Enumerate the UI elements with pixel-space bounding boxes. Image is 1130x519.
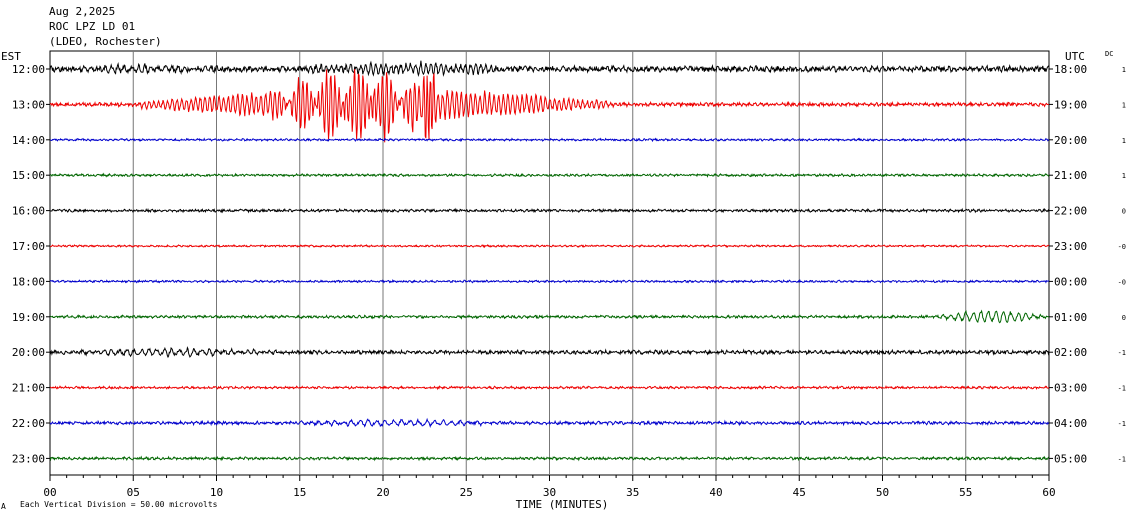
x-tick-label: 20	[376, 486, 389, 499]
dc-offset-value: -0	[1118, 243, 1126, 251]
dc-offset-value: -1	[1118, 349, 1126, 357]
footer-scale-note: Each Vertical Division = 50.00 microvolt…	[20, 500, 218, 509]
trace-line	[49, 346, 1050, 359]
utc-hour-label: 22:00	[1054, 205, 1087, 218]
x-tick-label: 50	[876, 486, 889, 499]
x-tick-label: 40	[709, 486, 722, 499]
grid	[49, 50, 1050, 476]
trace-line	[49, 309, 1050, 324]
trace-line	[49, 137, 1050, 143]
utc-hour-label: 04:00	[1054, 417, 1087, 430]
dc-label: DC	[1105, 50, 1113, 58]
est-hour-label: 22:00	[12, 417, 45, 430]
trace-line	[49, 417, 1050, 429]
x-tick-label: 60	[1042, 486, 1055, 499]
utc-hour-label: 23:00	[1054, 240, 1087, 253]
est-hour-label: 15:00	[12, 169, 45, 182]
trace-line	[49, 455, 1049, 462]
utc-hour-label: 00:00	[1054, 275, 1087, 288]
left-timezone-label: EST	[1, 50, 21, 63]
header-station: ROC LPZ LD 01	[49, 20, 135, 33]
x-tick-label: 15	[293, 486, 306, 499]
trace-line	[49, 207, 1050, 214]
est-hour-label: 17:00	[12, 240, 45, 253]
trace-line	[49, 69, 1050, 143]
utc-hour-label: 02:00	[1054, 346, 1087, 359]
est-hour-label: 20:00	[12, 346, 45, 359]
est-hour-label: 19:00	[12, 311, 45, 324]
x-axis: 00 05 10 15 20 25 30 35 40 45 50 55 60	[43, 475, 1056, 499]
trace-line	[49, 278, 1050, 284]
est-hour-label: 16:00	[12, 205, 45, 218]
x-tick-label: 45	[793, 486, 806, 499]
dc-offset-value: -1	[1118, 455, 1126, 463]
trace-line	[49, 385, 1050, 391]
est-hour-label: 23:00	[12, 452, 45, 465]
row-labels: 12:00 18:00 1 13:00 19:00 1 14:00 20:00 1 15:00 21…	[12, 63, 1126, 465]
dc-offset-value: 1	[1122, 172, 1126, 180]
utc-hour-label: 03:00	[1054, 382, 1087, 395]
right-timezone-label: UTC	[1065, 50, 1085, 63]
utc-hour-label: 19:00	[1054, 98, 1087, 111]
x-tick-label: 30	[543, 486, 556, 499]
utc-hour-label: 18:00	[1054, 63, 1087, 76]
utc-hour-label: 21:00	[1054, 169, 1087, 182]
est-hour-label: 14:00	[12, 134, 45, 147]
x-axis-title: TIME (MINUTES)	[516, 498, 609, 511]
x-tick-label: 35	[626, 486, 639, 499]
est-hour-label: 12:00	[12, 63, 45, 76]
dc-offset-value: -1	[1118, 385, 1126, 393]
dc-offset-value: 1	[1122, 137, 1126, 145]
trace-line	[49, 243, 1050, 249]
x-tick-label: 05	[127, 486, 140, 499]
header-network: (LDEO, Rochester)	[49, 35, 162, 48]
dc-offset-value: 1	[1122, 101, 1126, 109]
x-tick-label: 00	[43, 486, 56, 499]
x-tick-label: 10	[210, 486, 223, 499]
dc-offset-value: -1	[1118, 420, 1126, 428]
est-hour-label: 18:00	[12, 275, 45, 288]
dc-offset-value: 1	[1122, 66, 1126, 74]
x-tick-label: 25	[460, 486, 473, 499]
utc-hour-label: 20:00	[1054, 134, 1087, 147]
header-date: Aug 2,2025	[49, 5, 115, 18]
trace-line	[49, 60, 1050, 77]
dc-offset-value: 0	[1122, 314, 1126, 322]
dc-offset-value: -0	[1118, 278, 1126, 286]
trace-line	[49, 172, 1050, 178]
footer-mark: A	[1, 502, 6, 511]
utc-hour-label: 05:00	[1054, 452, 1087, 465]
est-hour-label: 13:00	[12, 98, 45, 111]
utc-hour-label: 01:00	[1054, 311, 1087, 324]
dc-offset-value: 0	[1122, 208, 1126, 216]
est-hour-label: 21:00	[12, 382, 45, 395]
traces	[49, 60, 1050, 462]
x-tick-label: 55	[959, 486, 972, 499]
